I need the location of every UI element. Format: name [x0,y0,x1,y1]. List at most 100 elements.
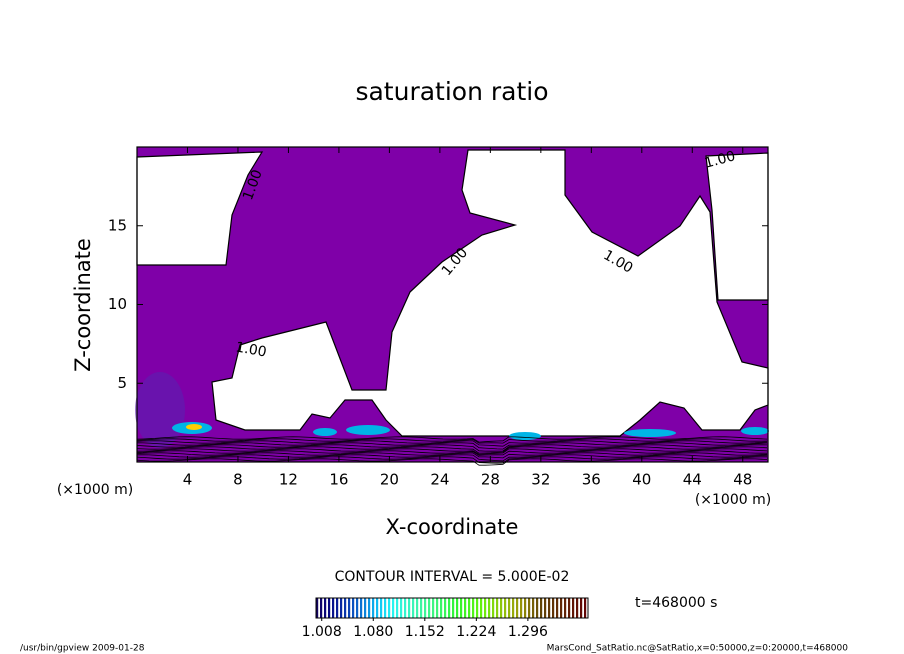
contour-line [136,438,768,444]
colorbar-cell [400,598,403,618]
colorbar-frame [315,597,589,619]
colorbar-cell [468,598,471,618]
colorbar-cell [384,598,387,618]
x-tick-label: 36 [582,471,601,489]
footer-left: /usr/bin/gpview 2009-01-28 [20,644,145,654]
colorbar-cell [476,598,479,618]
colorbar-cell [328,598,331,618]
colorbar-cell [380,598,383,618]
time-label: t=468000 s [635,595,717,611]
y-tick-label: 5 [117,374,127,392]
colorbar-tick-label: 1.008 [302,624,342,640]
colorbar-cell [412,598,415,618]
core [624,429,676,437]
colorbar-cell [528,598,531,618]
contour-label: 1.00 [234,339,267,360]
y-unit: (×1000 m) [57,482,133,498]
colorbar-cell [516,598,519,618]
colorbar-cell [540,598,543,618]
contour-line [136,446,768,454]
colorbar-cell [420,598,423,618]
colorbar-cell [376,598,379,618]
colorbar-cell [444,598,447,618]
x-tick-label: 16 [329,471,348,489]
colorbar-cell [340,598,343,618]
colorbar-cell [492,598,495,618]
colorbar-cell [500,598,503,618]
colorbar-cell [552,598,555,618]
core [346,425,390,435]
colorbar-cell [368,598,371,618]
colorbar-cell [428,598,431,618]
x-tick-label: 48 [733,471,752,489]
colorbar-cell [536,598,539,618]
colorbar-cell [348,598,351,618]
contour-line [136,444,768,452]
x-tick-label: 24 [430,471,449,489]
core [741,427,769,435]
colorbar-tick-label: 1.296 [508,624,548,640]
colorbar-cell [324,598,327,618]
colorbar-cell [408,598,411,618]
colorbar-cell [352,598,355,618]
colorbar-cell [404,598,407,618]
colorbar-cell [320,598,323,618]
colorbar-cell [436,598,439,618]
colorbar-cell [544,598,547,618]
x-axis-label: X-coordinate [386,515,519,539]
colorbar-cell [440,598,443,618]
contour-line [136,458,768,466]
colorbar-cell [580,598,583,618]
contour-line [136,436,768,443]
colorbar-cell [560,598,563,618]
colorbar-cell [364,598,367,618]
colorbar-cell [464,598,467,618]
colorbar-cell [424,598,427,618]
colorbar-cell [388,598,391,618]
colorbar-cell [316,598,319,618]
colorbar-cell [452,598,455,618]
footer-right: MarsCond_SatRatio.nc@SatRatio,x=0:50000,… [547,644,849,654]
y-tick-label: 15 [108,216,127,234]
colorbar-cell [568,598,571,618]
x-tick-label: 44 [683,471,702,489]
colorbar-tick-label: 1.224 [456,624,496,640]
colorbar-cell [336,598,339,618]
near-surface-contours [136,436,768,466]
colorbar-cell [584,598,587,618]
colorbar-cell [432,598,435,618]
colorbar-cell [484,598,487,618]
colorbar-cell [524,598,527,618]
contour-line [136,450,767,456]
colorbar-cell [556,598,559,618]
x-tick-label: 28 [481,471,500,489]
contour-interval: CONTOUR INTERVAL = 5.000E-02 [335,569,570,585]
colorbar-cell [496,598,499,618]
contour-line [136,440,768,447]
plot-area [135,146,769,466]
x-tick-label: 12 [279,471,298,489]
colorbar-cell [472,598,475,618]
core [186,424,202,430]
x-unit: (×1000 m) [695,492,771,508]
colorbar-cell [520,598,523,618]
contour-label: 1.00 [703,148,737,172]
x-tick-label: 20 [380,471,399,489]
contour-line [137,454,768,462]
colorbar-cell [332,598,335,618]
core [313,428,337,436]
colorbar-tick-label: 1.080 [353,624,393,640]
contour-line [136,452,768,459]
colorbar-cell [488,598,491,618]
colorbar-cell [344,598,347,618]
colorbar-cell [548,598,551,618]
colorbar-cell [392,598,395,618]
y-tick-label: 10 [108,295,127,313]
x-tick-label: 32 [531,471,550,489]
colorbar-cell [360,598,363,618]
colorbar-cell [416,598,419,618]
colorbar-cell [508,598,511,618]
colorbar-cell [576,598,579,618]
colorbar-tick-label: 1.152 [405,624,445,640]
